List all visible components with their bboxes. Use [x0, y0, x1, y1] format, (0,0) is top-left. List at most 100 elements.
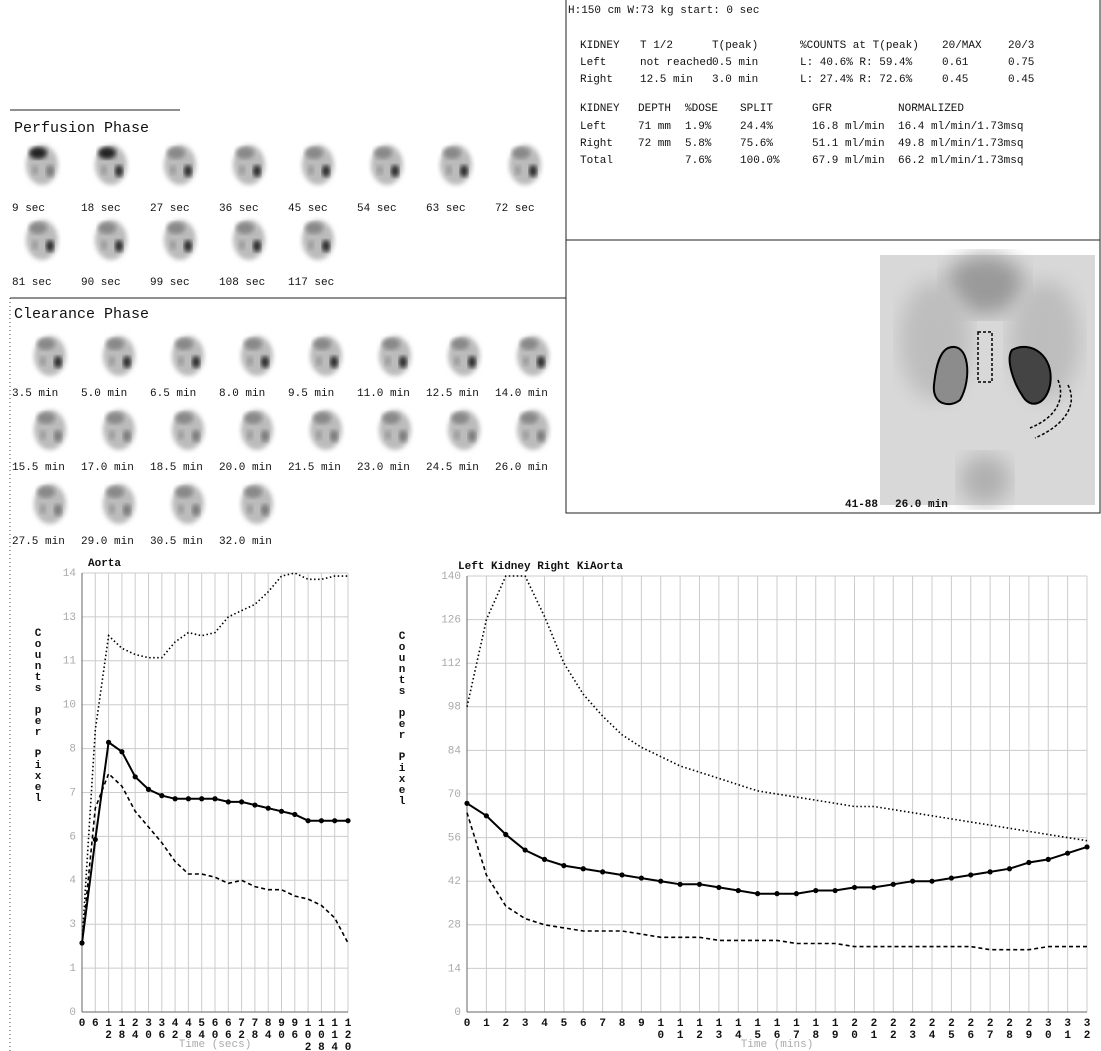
series-point [813, 887, 819, 894]
scan-frame [34, 484, 66, 524]
y-tick-label: 0 [69, 1007, 76, 1019]
series-point [716, 884, 722, 891]
scan-blob [316, 356, 322, 366]
x-tick-label: 2 [500, 1018, 512, 1030]
scan-blob [101, 240, 107, 250]
frame-label: 18 sec [81, 203, 121, 215]
x-axis-label: Time (secs) [179, 1039, 252, 1051]
x-tick-label: 72 [236, 1018, 248, 1042]
frame-label: 12.5 min [426, 388, 479, 400]
scan-frame [26, 145, 58, 185]
table-cell: 3.0 min [712, 74, 758, 86]
x-tick-label: 36 [156, 1018, 168, 1042]
table-header: 20/3 [1008, 40, 1034, 52]
scan-frame [233, 145, 265, 185]
frame-label: 23.0 min [357, 462, 410, 474]
x-tick-label: 54 [196, 1018, 208, 1042]
series-point [172, 796, 178, 802]
series-point [318, 818, 324, 824]
x-tick-label: 24 [129, 1018, 141, 1042]
series-point [580, 866, 586, 872]
scan-blob [322, 165, 330, 177]
series-point [79, 940, 85, 946]
scan-blob [385, 430, 391, 440]
scan-blob [443, 147, 461, 159]
scan-blob [175, 486, 193, 498]
x-tick-label: 6 [577, 1018, 589, 1030]
x-tick-label: 6 [89, 1018, 101, 1030]
series-point [929, 878, 935, 884]
series-point [145, 786, 152, 792]
series-point [239, 799, 245, 805]
x-tick-label: 16 [771, 1018, 783, 1042]
y-tick-label: 7 [69, 787, 76, 799]
table-header: T(peak) [712, 40, 758, 52]
scan-blob [377, 165, 383, 175]
scan-frame [371, 145, 403, 185]
scan-blob [109, 430, 115, 440]
scan-blob [468, 430, 476, 442]
y-tick-label: 1 [69, 963, 76, 975]
series-point [600, 869, 606, 875]
table-cell: 49.8 ml/min/1.73msq [898, 138, 1023, 150]
scan-blob [54, 356, 62, 368]
frame-label: 9.5 min [288, 388, 334, 400]
scan-blob [192, 504, 200, 516]
scan-blob [523, 430, 529, 440]
table-cell: Total [580, 155, 613, 167]
scan-blob [261, 356, 269, 368]
scan-blob [236, 222, 254, 234]
frame-label: 72 sec [495, 203, 535, 215]
scan-frame [172, 484, 204, 524]
scan-blob [512, 147, 530, 159]
series-point [658, 878, 664, 884]
x-tick-label: 21 [868, 1018, 880, 1042]
scan-blob [184, 240, 192, 252]
scan-blob [109, 504, 115, 514]
series-line [466, 812, 1087, 951]
x-tick-label: 24 [926, 1018, 938, 1042]
series-point [199, 796, 205, 802]
table-cell: 0.45 [1008, 74, 1034, 86]
scan-blob [106, 486, 124, 498]
series-point [1045, 856, 1051, 863]
scan-blob [515, 165, 521, 175]
series-point [522, 847, 528, 853]
y-tick-label: 140 [441, 571, 461, 583]
y-tick-label: 6 [69, 831, 76, 843]
frame-label: 117 sec [288, 277, 334, 289]
scan-blob [451, 412, 469, 424]
scan-blob [247, 504, 253, 514]
series-point [910, 878, 916, 884]
scan-blob [253, 240, 261, 252]
table-header: GFR [812, 103, 832, 115]
series-line [466, 575, 1088, 842]
table-cell: 72 mm [638, 138, 671, 150]
scan-blob [537, 430, 545, 442]
x-tick-label: 120 [342, 1018, 354, 1051]
table-cell: L: 27.4% R: 72.6% [800, 74, 913, 86]
table-cell: 24.4% [740, 121, 773, 133]
series-point [871, 884, 877, 891]
y-tick-label: 42 [448, 876, 461, 888]
kidney-image [880, 255, 1095, 505]
series-point [561, 863, 567, 869]
scan-blob [98, 147, 116, 159]
frame-label: 18.5 min [150, 462, 203, 474]
frame-label: 27 sec [150, 203, 190, 215]
y-tick-label: 4 [69, 875, 76, 887]
scan-blob [523, 356, 529, 366]
frame-label: 24.5 min [426, 462, 479, 474]
x-tick-label: 108 [315, 1018, 327, 1051]
frame-label: 36 sec [219, 203, 259, 215]
y-tick-label: 14 [448, 963, 462, 975]
scan-frame [172, 336, 204, 376]
x-tick-label: 8 [616, 1018, 628, 1030]
scan-blob [330, 430, 338, 442]
x-tick-label: 5 [558, 1018, 570, 1030]
frame-label: 90 sec [81, 277, 121, 289]
frame-label: 108 sec [219, 277, 265, 289]
scan-frame [103, 410, 135, 450]
scan-blob [261, 504, 269, 516]
table-header: KIDNEY [580, 103, 620, 115]
